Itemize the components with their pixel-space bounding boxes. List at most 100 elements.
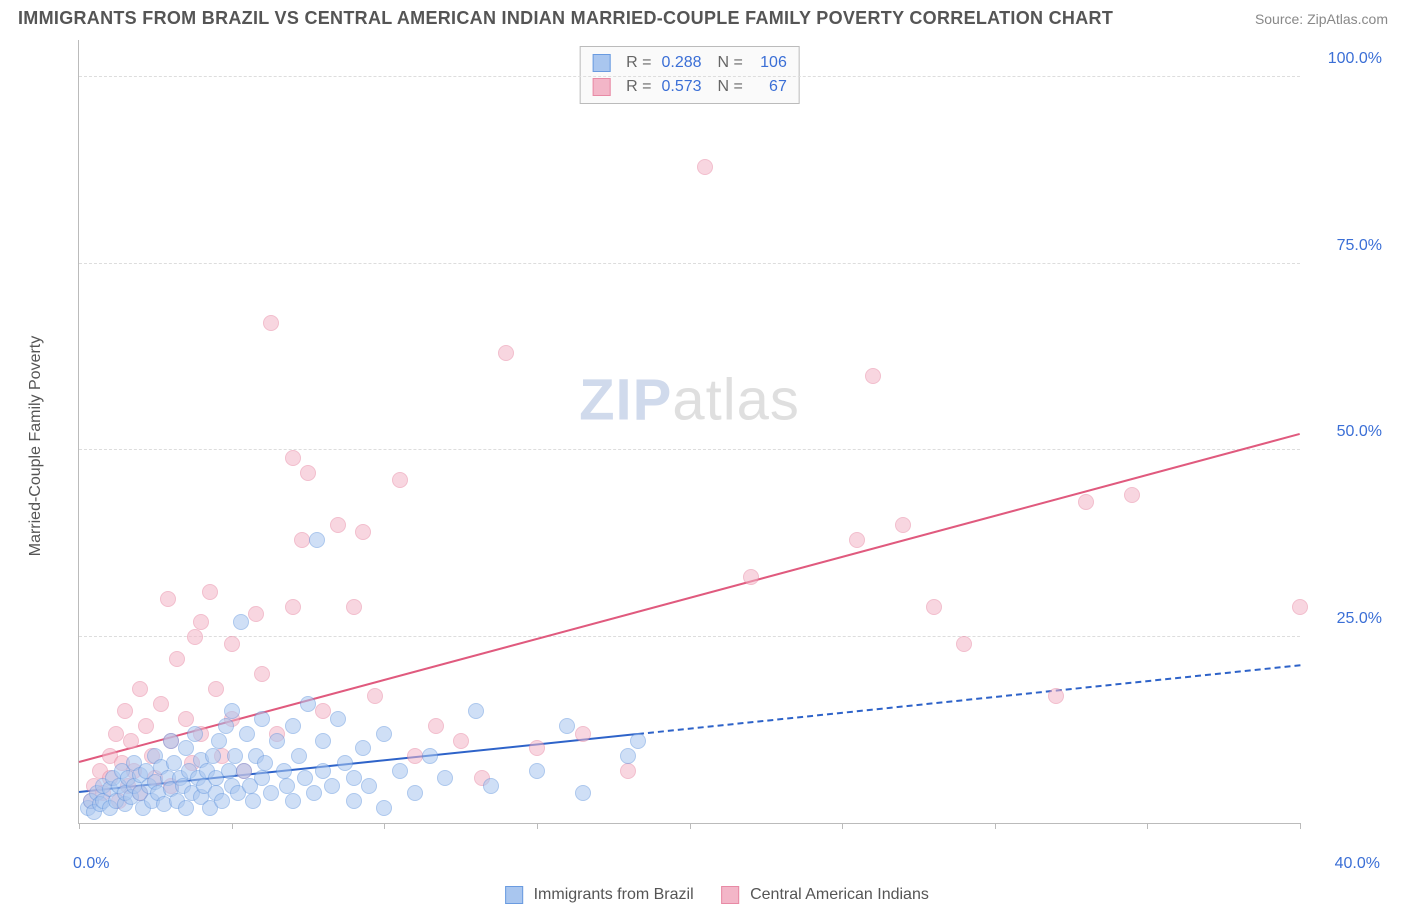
data-point [285, 450, 301, 466]
plot-area: ZIPatlas R = 0.288 N = 106 R = 0.573 N =… [78, 40, 1300, 824]
data-point [956, 636, 972, 652]
data-point [166, 755, 182, 771]
data-point [153, 696, 169, 712]
data-point [263, 785, 279, 801]
legend-item-cai: Central American Indians [722, 886, 929, 904]
data-point [407, 748, 423, 764]
data-point [187, 629, 203, 645]
swatch-cai-icon [592, 78, 610, 96]
data-point [620, 763, 636, 779]
x-tick-mark [690, 823, 691, 829]
data-point [468, 703, 484, 719]
data-point [276, 763, 292, 779]
data-point [346, 770, 362, 786]
data-point [233, 614, 249, 630]
data-point [346, 793, 362, 809]
data-point [123, 733, 139, 749]
stats-row-cai: R = 0.573 N = 67 [592, 75, 787, 99]
data-point [294, 532, 310, 548]
chart-title: IMMIGRANTS FROM BRAZIL VS CENTRAL AMERIC… [18, 8, 1113, 29]
swatch-brazil-icon [592, 54, 610, 72]
data-point [309, 532, 325, 548]
data-point [346, 599, 362, 615]
data-point [630, 733, 646, 749]
data-point [1292, 599, 1308, 615]
data-point [315, 703, 331, 719]
data-point [263, 315, 279, 331]
legend-swatch-brazil-icon [505, 886, 523, 904]
data-point [895, 517, 911, 533]
data-point [221, 763, 237, 779]
data-point [132, 681, 148, 697]
correlation-stats-box: R = 0.288 N = 106 R = 0.573 N = 67 [579, 46, 800, 104]
data-point [193, 614, 209, 630]
source-attribution: Source: ZipAtlas.com [1255, 11, 1388, 27]
data-point [169, 651, 185, 667]
data-point [376, 800, 392, 816]
data-point [297, 770, 313, 786]
x-tick-mark [995, 823, 996, 829]
data-point [330, 711, 346, 727]
data-point [849, 532, 865, 548]
data-point [285, 599, 301, 615]
data-point [285, 718, 301, 734]
data-point [300, 465, 316, 481]
data-point [254, 770, 270, 786]
data-point [202, 584, 218, 600]
data-point [559, 718, 575, 734]
gridline [79, 263, 1300, 264]
data-point [697, 159, 713, 175]
watermark: ZIPatlas [579, 367, 800, 434]
data-point [245, 793, 261, 809]
data-point [743, 569, 759, 585]
data-point [437, 770, 453, 786]
data-point [279, 778, 295, 794]
data-point [865, 368, 881, 384]
data-point [575, 785, 591, 801]
data-point [483, 778, 499, 794]
data-point [163, 733, 179, 749]
legend-swatch-cai-icon [722, 886, 740, 904]
data-point [205, 748, 221, 764]
data-point [392, 763, 408, 779]
x-tick-label: 0.0% [73, 855, 109, 873]
data-point [453, 733, 469, 749]
data-point [355, 524, 371, 540]
data-point [117, 703, 133, 719]
x-tick-mark [1300, 823, 1301, 829]
y-axis-label: Married-Couple Family Poverty [27, 336, 45, 557]
data-point [224, 703, 240, 719]
data-point [208, 681, 224, 697]
data-point [291, 748, 307, 764]
y-tick-label: 25.0% [1308, 610, 1382, 628]
data-point [224, 636, 240, 652]
data-point [1124, 487, 1140, 503]
data-point [529, 740, 545, 756]
data-point [178, 711, 194, 727]
data-point [218, 718, 234, 734]
x-tick-mark [842, 823, 843, 829]
data-point [269, 733, 285, 749]
data-point [367, 688, 383, 704]
data-point [178, 740, 194, 756]
data-point [306, 785, 322, 801]
data-point [160, 591, 176, 607]
axis-legend: Immigrants from Brazil Central American … [505, 886, 929, 904]
data-point [315, 733, 331, 749]
y-tick-label: 75.0% [1308, 237, 1382, 255]
data-point [285, 793, 301, 809]
chart-container: Married-Couple Family Poverty ZIPatlas R… [46, 40, 1388, 852]
x-tick-mark [384, 823, 385, 829]
data-point [178, 800, 194, 816]
x-tick-label: 40.0% [1335, 855, 1380, 873]
data-point [187, 726, 203, 742]
data-point [211, 733, 227, 749]
data-point [926, 599, 942, 615]
data-point [428, 718, 444, 734]
data-point [254, 666, 270, 682]
trend-line [637, 664, 1300, 735]
data-point [422, 748, 438, 764]
data-point [355, 740, 371, 756]
data-point [300, 696, 316, 712]
data-point [1048, 688, 1064, 704]
